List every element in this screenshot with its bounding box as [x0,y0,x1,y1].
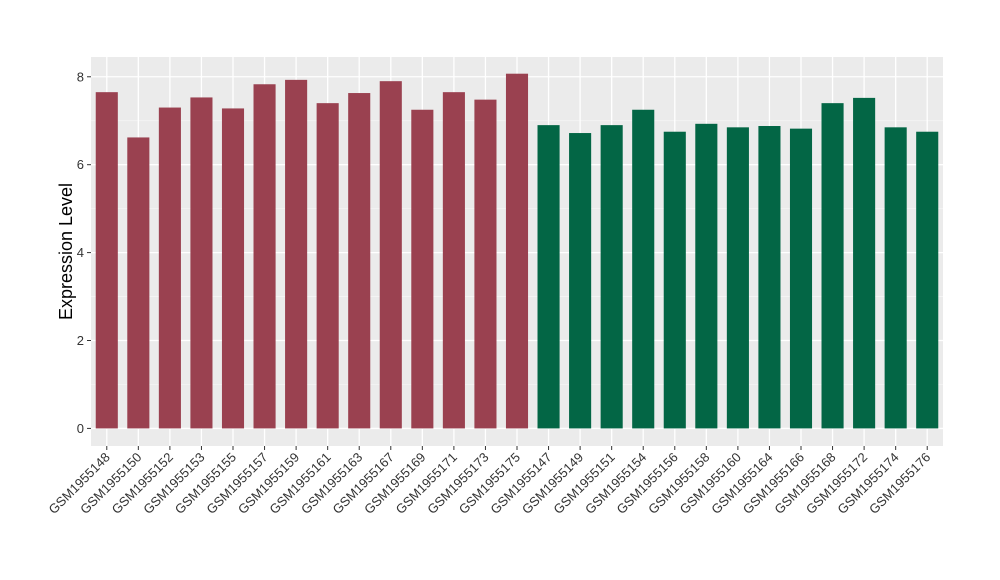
bar-GSM1955153 [190,97,213,429]
bar-GSM1955163 [348,93,371,429]
bars [95,73,939,429]
bar-GSM1955167 [379,81,402,429]
bar-GSM1955154 [632,109,655,429]
bar-GSM1955171 [442,92,465,429]
bar-GSM1955174 [884,127,907,429]
bar-GSM1955160 [726,127,749,429]
bar-GSM1955152 [158,107,181,429]
y-axis-title: Expression Level [56,183,76,320]
bar-GSM1955158 [695,123,718,429]
y-tick-label: 2 [77,333,84,348]
bar-GSM1955164 [758,126,781,429]
bar-GSM1955149 [569,133,592,429]
bar-GSM1955161 [316,103,339,429]
bar-GSM1955147 [537,125,560,429]
bar-GSM1955151 [600,125,623,429]
x-axis: GSM1955148GSM1955150GSM1955152GSM1955153… [46,446,933,517]
bar-GSM1955176 [916,131,939,429]
y-tick-label: 0 [77,421,84,436]
bar-GSM1955157 [253,84,276,429]
y-tick-label: 8 [77,69,84,84]
y-axis: 0 2 4 6 8 [77,69,91,436]
bar-GSM1955172 [853,97,876,429]
bar-GSM1955159 [285,79,308,429]
bar-GSM1955155 [221,108,245,429]
bar-GSM1955156 [663,131,686,429]
bar-GSM1955169 [411,109,434,429]
y-tick-label: 6 [77,157,84,172]
bar-GSM1955148 [95,92,118,429]
y-tick-label: 4 [77,245,84,260]
bar-GSM1955175 [505,73,529,429]
bar-GSM1955166 [789,128,813,429]
bar-GSM1955173 [474,99,497,429]
bar-GSM1955150 [127,137,150,429]
bar-GSM1955168 [821,103,844,429]
